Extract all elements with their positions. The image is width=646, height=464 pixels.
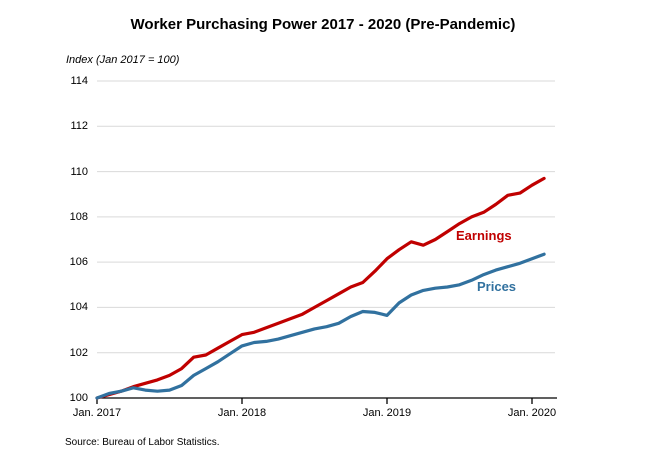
y-axis-tick-label: 108 [69, 210, 88, 223]
y-axis-tick-label: 112 [70, 120, 88, 133]
y-axis-tick-label: 114 [70, 75, 88, 87]
x-axis-tick-label: Jan. 2017 [72, 407, 122, 419]
y-axis-tick-label: 104 [69, 301, 88, 314]
source-note: Source: Bureau of Labor Statistics. [65, 437, 220, 448]
y-axis-tick-label: 102 [69, 346, 88, 359]
earnings-series-label: Earnings [456, 228, 512, 243]
x-axis-tick-label: Jan. 2019 [362, 407, 412, 419]
y-axis-tick-label: 106 [69, 256, 88, 269]
axis-units-note: Index (Jan 2017 = 100) [66, 54, 180, 66]
y-axis-tick-label: 110 [70, 165, 88, 178]
earnings-line [95, 176, 546, 400]
x-axis-tick-label: Jan. 2018 [217, 407, 267, 419]
prices-series-label: Prices [477, 279, 517, 294]
chart-title: Worker Purchasing Power 2017 - 2020 (Pre… [130, 16, 516, 33]
x-axis-tick-label: Jan. 2020 [507, 407, 557, 419]
prices-line [95, 252, 546, 400]
y-axis-tick-label: 100 [69, 392, 88, 404]
